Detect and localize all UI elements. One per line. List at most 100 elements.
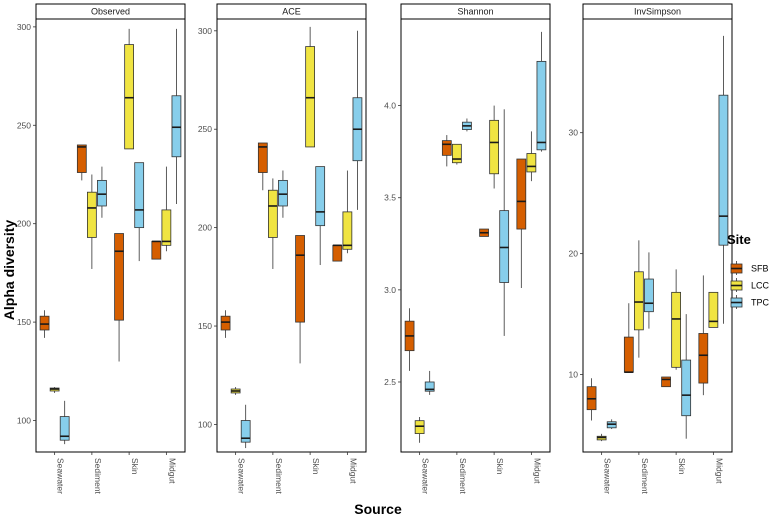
box-iqr: [623, 336, 634, 373]
y-tick-label: 150: [17, 317, 31, 327]
x-tick-label: Seawater: [421, 458, 431, 494]
box-skin-sfb: [479, 228, 489, 237]
x-tick-label: Midgut: [348, 458, 358, 484]
box-skin-lcc: [489, 105, 499, 189]
box-skin-tpc: [681, 314, 692, 439]
x-tick-label: Seawater: [237, 458, 247, 494]
box-iqr: [305, 46, 315, 148]
box-seawater-lcc: [596, 433, 607, 442]
legend-title: Site: [727, 232, 751, 247]
legend: Site SFB LCC TPC: [727, 232, 770, 309]
x-tick-label: Seawater: [56, 458, 66, 494]
box-iqr: [59, 416, 70, 441]
legend-label: LCC: [751, 281, 770, 291]
x-tick-label: Sediment: [458, 458, 468, 495]
box-seawater-sfb: [586, 378, 597, 421]
box-iqr: [536, 60, 547, 151]
box-iqr: [134, 162, 145, 229]
box-iqr: [424, 381, 435, 392]
box-iqr: [39, 315, 50, 331]
box-sediment-tpc: [644, 252, 654, 329]
y-tick-label: 20: [569, 249, 579, 259]
box-midgut-sfb: [151, 240, 162, 260]
box-iqr: [240, 420, 251, 443]
box-sediment-lcc: [634, 240, 644, 358]
legend-label: TPC: [751, 298, 770, 308]
x-tick-label: Skin: [130, 458, 140, 475]
box-midgut-tpc: [536, 31, 547, 152]
box-seawater-lcc: [230, 387, 241, 395]
box-sediment-lcc: [452, 143, 462, 165]
y-tick-label: 250: [17, 120, 31, 130]
y-tick-label: 200: [17, 219, 31, 229]
box-midgut-sfb: [698, 275, 709, 396]
box-seawater-tpc: [424, 370, 435, 395]
x-tick-label: Sediment: [274, 458, 284, 495]
box-iqr: [634, 271, 644, 331]
box-iqr: [87, 191, 97, 238]
y-tick-label: 3.5: [384, 193, 396, 203]
box-iqr: [452, 143, 462, 164]
box-sediment-lcc: [87, 174, 97, 269]
box-iqr: [414, 420, 425, 434]
panel-invsimpson: InvSimpson 10 20 30 Seawater Sediment Skin Midg…: [569, 3, 733, 495]
y-tick-label: 100: [17, 416, 31, 426]
box-skin-tpc: [315, 166, 326, 266]
x-tick-label: Sediment: [640, 458, 650, 495]
box-midgut-tpc: [718, 35, 729, 324]
facet-strip-label: Observed: [91, 7, 130, 17]
box-iqr: [76, 144, 87, 173]
box-skin-sfb: [661, 376, 671, 388]
box-skin-lcc: [124, 28, 134, 150]
box-sediment-sfb: [623, 303, 634, 373]
box-sediment-sfb: [76, 144, 87, 181]
box-sediment-tpc: [97, 166, 107, 218]
box-skin-sfb: [295, 235, 305, 364]
x-tick-label: Skin: [677, 458, 687, 475]
y-tick-label: 300: [198, 26, 212, 36]
facet-strip-label: ACE: [282, 7, 301, 17]
box-iqr: [161, 209, 172, 246]
y-tick-label: 2.5: [384, 377, 396, 387]
box-iqr: [441, 140, 452, 156]
y-tick-label: 3.0: [384, 285, 396, 295]
box-iqr: [332, 244, 343, 262]
box-seawater-sfb: [404, 308, 415, 371]
box-iqr: [499, 210, 510, 283]
panel-area: [35, 18, 186, 453]
box-seawater-sfb: [220, 310, 231, 338]
box-iqr: [151, 241, 162, 260]
box-midgut-sfb: [516, 158, 527, 289]
box-sediment-sfb: [257, 142, 268, 191]
legend-key-sfb: SFB: [730, 261, 769, 275]
box-iqr: [698, 333, 709, 384]
box-iqr: [671, 291, 681, 368]
box-skin-sfb: [114, 233, 124, 362]
box-seawater-tpc: [240, 404, 251, 449]
box-iqr: [489, 119, 499, 175]
box-iqr: [681, 359, 692, 417]
box-seawater-lcc: [49, 387, 60, 393]
legend-key-tpc: TPC: [730, 295, 770, 309]
box-iqr: [708, 291, 719, 328]
box-iqr: [257, 142, 268, 173]
box-sediment-lcc: [268, 178, 278, 269]
legend-key-lcc: LCC: [730, 278, 770, 292]
box-iqr: [114, 233, 124, 321]
x-tick-label: Skin: [495, 458, 505, 475]
panel-area: [216, 18, 367, 453]
box-midgut-tpc: [352, 30, 363, 210]
x-tick-label: Skin: [311, 458, 321, 475]
box-seawater-lcc: [414, 416, 425, 443]
x-tick-label: Midgut: [167, 458, 177, 484]
x-axis-title: Source: [354, 501, 402, 517]
box-skin-lcc: [305, 26, 315, 148]
box-iqr: [171, 95, 182, 158]
box-seawater-tpc: [59, 400, 70, 445]
y-tick-label: 200: [198, 223, 212, 233]
y-tick-label: 4.0: [384, 101, 396, 111]
box-iqr: [661, 376, 671, 388]
box-midgut-lcc: [526, 131, 537, 182]
box-sediment-tpc: [278, 170, 288, 218]
